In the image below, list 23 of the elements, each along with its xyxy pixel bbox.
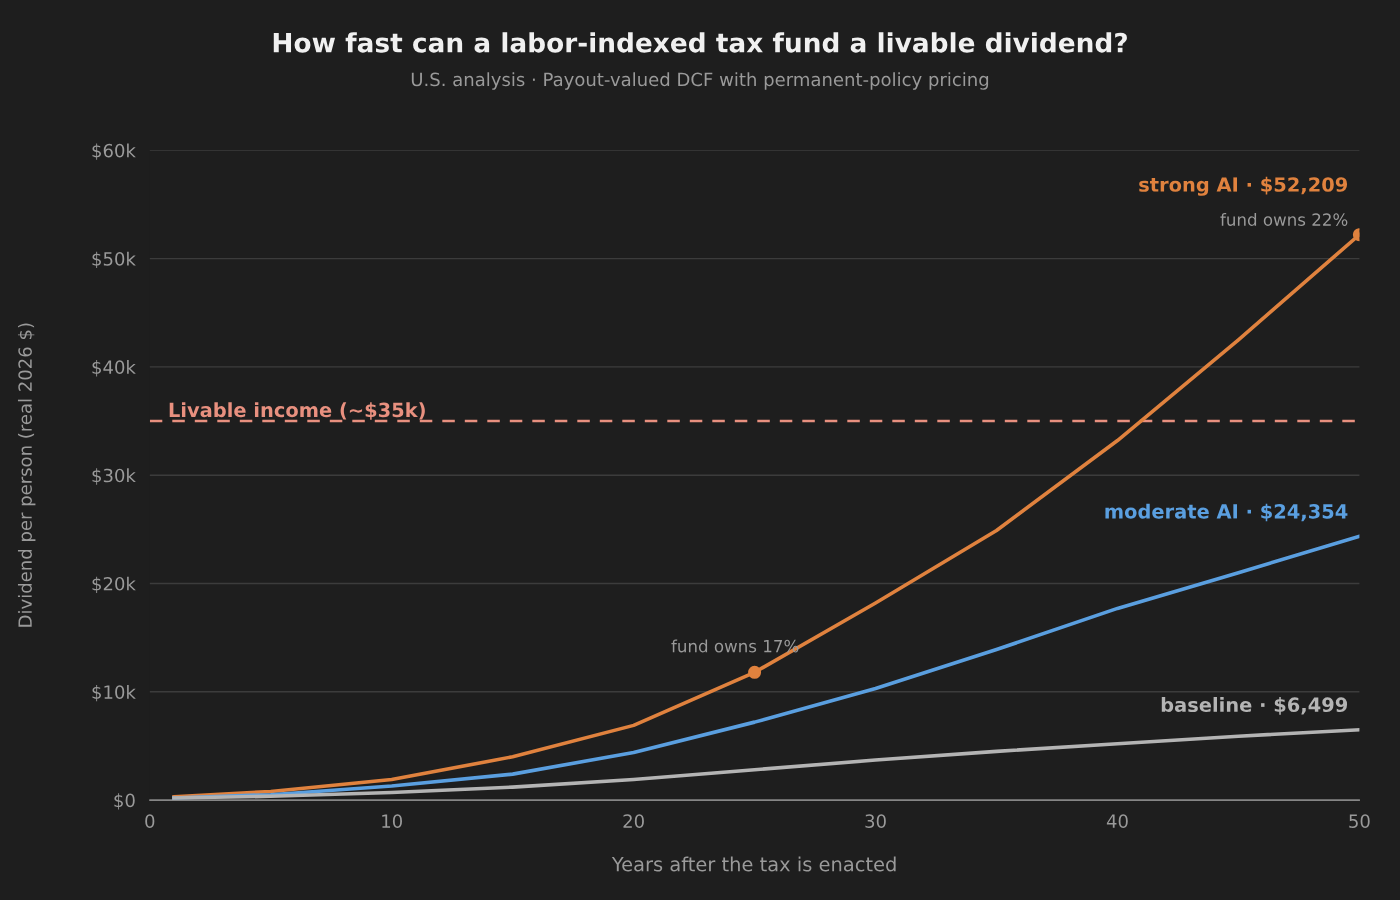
annotation: fund owns 22% bbox=[1220, 212, 1348, 226]
x-tick-label: 40 bbox=[1106, 814, 1128, 828]
y-tick-label: $60k bbox=[92, 143, 136, 160]
x-tick-label: 0 bbox=[145, 814, 155, 828]
y-tick-label: $40k bbox=[92, 360, 136, 377]
y-tick-label: $50k bbox=[92, 251, 136, 269]
chart-title: How fast can a labor-indexed tax fund a livable dividend? bbox=[273, 32, 1127, 53]
chart-subtitle: U.S. analysis · Payout-valued DCF with permanent-policy pricing bbox=[411, 72, 989, 90]
y-tick-label: $10k bbox=[92, 684, 136, 702]
x-axis-title: Years after the tax is enacted bbox=[611, 856, 896, 872]
x-tick-label: 10 bbox=[382, 814, 403, 828]
y-tick-label: $0 bbox=[114, 793, 135, 810]
y-tick-label: $20k bbox=[92, 576, 136, 594]
y-tick-label: $30k bbox=[92, 468, 136, 485]
x-tick-label: 20 bbox=[623, 814, 644, 828]
ref-line-label: Livable income (~$35k) bbox=[169, 402, 425, 420]
series-label: moderate AI · $24,354 bbox=[1105, 503, 1348, 522]
y-axis-title: Dividend per person (real 2026 $) bbox=[17, 323, 36, 627]
annotation: fund owns 17% bbox=[671, 639, 799, 653]
x-tick-label: 50 bbox=[1349, 814, 1370, 828]
text: strong AI · $52,209 bbox=[1139, 176, 1348, 196]
x-tick-label: 30 bbox=[865, 814, 886, 828]
series-label: baseline · $6,499 bbox=[1161, 697, 1348, 715]
